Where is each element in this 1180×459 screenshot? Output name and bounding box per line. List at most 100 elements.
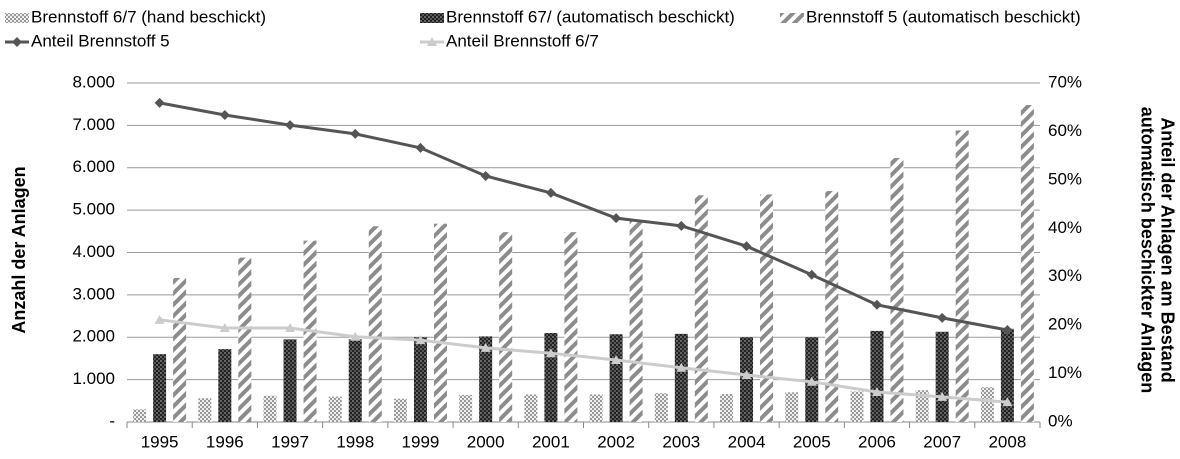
bar: [328, 396, 342, 422]
y-tick-label: 4.000: [72, 242, 115, 261]
y2-tick-label: 40%: [1048, 218, 1082, 237]
bar: [393, 398, 407, 422]
y-tick-label: -: [109, 411, 115, 430]
y-tick-label: 1.000: [72, 369, 115, 388]
point: [545, 187, 556, 198]
bar: [760, 194, 774, 422]
bar: [479, 336, 493, 422]
legend-swatch: [780, 13, 804, 23]
bar: [980, 387, 994, 422]
y-tick-label: 5.000: [72, 200, 115, 219]
point: [806, 269, 817, 280]
point: [219, 109, 230, 120]
bar: [589, 394, 603, 422]
bar: [694, 195, 708, 422]
x-tick-label: 2007: [923, 432, 961, 451]
line: [159, 318, 1008, 404]
bar: [740, 337, 754, 422]
x-tick-label: 2001: [532, 432, 570, 451]
x-tick-label: 2004: [728, 432, 766, 451]
bar: [263, 395, 277, 422]
y-tick-label: 6.000: [72, 157, 115, 176]
x-tick-label: 1999: [402, 432, 440, 451]
x-tick-label: 2006: [858, 432, 896, 451]
point: [480, 342, 491, 352]
x-tick-label: 2002: [597, 432, 635, 451]
bar: [173, 277, 187, 422]
point: [806, 376, 817, 386]
point: [937, 312, 948, 323]
bar: [413, 337, 427, 422]
bar: [720, 394, 734, 422]
bar: [609, 334, 623, 422]
bar: [850, 391, 864, 422]
bar: [459, 394, 473, 422]
y2-tick-label: 60%: [1048, 121, 1082, 140]
point: [676, 362, 687, 372]
bar: [935, 331, 949, 422]
x-tick-label: 2008: [988, 432, 1026, 451]
bar: [915, 390, 929, 422]
bar: [153, 354, 167, 422]
bar: [283, 339, 297, 422]
legend-label: Anteil Brennstoff 6/7: [446, 31, 599, 50]
point: [350, 128, 361, 139]
legend-label: Brennstoff 67/ (automatisch beschickt): [446, 7, 735, 26]
x-tick-label: 2005: [793, 432, 831, 451]
point: [415, 335, 426, 345]
legend-swatch: [420, 13, 444, 23]
bar: [785, 392, 799, 422]
point: [1002, 324, 1013, 335]
y2-axis-title: automatisch beschickter Anlagen: [1137, 107, 1157, 393]
y2-tick-label: 70%: [1048, 72, 1082, 91]
point: [219, 323, 230, 333]
legend-label: Anteil Brennstoff 5: [31, 31, 170, 50]
y-tick-label: 3.000: [72, 284, 115, 303]
bar: [654, 393, 668, 422]
bar: [825, 191, 839, 422]
point: [611, 213, 622, 224]
legend-marker: [427, 37, 437, 46]
bar: [238, 257, 252, 422]
bar: [368, 226, 382, 422]
point: [741, 241, 752, 252]
y2-axis-title: Anteil der Anlagen am Bestand: [1157, 117, 1177, 382]
bar: [890, 158, 904, 422]
y-tick-label: 2.000: [72, 327, 115, 346]
bar: [198, 398, 212, 422]
x-tick-label: 1995: [141, 432, 179, 451]
legend-label: Brennstoff 6/7 (hand beschickt): [31, 7, 266, 26]
y2-tick-label: 10%: [1048, 363, 1082, 382]
y-axis-title: Anzahl der Anlagen: [9, 166, 29, 333]
bar: [629, 220, 643, 422]
legend-label: Brennstoff 5 (automatisch beschickt): [806, 7, 1081, 26]
x-tick-label: 2000: [467, 432, 505, 451]
bar: [499, 232, 513, 422]
bar: [674, 333, 688, 422]
x-tick-label: 1997: [271, 432, 309, 451]
bar: [433, 223, 447, 422]
point: [285, 120, 296, 131]
bar: [544, 333, 558, 422]
point: [285, 323, 296, 333]
y-tick-label: 8.000: [72, 72, 115, 91]
y2-tick-label: 0%: [1048, 411, 1073, 430]
point: [1002, 397, 1013, 407]
bar: [218, 349, 232, 422]
bar: [955, 130, 969, 422]
bar: [133, 409, 147, 422]
y2-tick-label: 30%: [1048, 266, 1082, 285]
x-tick-label: 2003: [662, 432, 700, 451]
point: [154, 314, 165, 324]
point: [611, 355, 622, 365]
legend-swatch: [5, 13, 29, 23]
x-tick-label: 1998: [336, 432, 374, 451]
y2-tick-label: 50%: [1048, 169, 1082, 188]
y2-tick-label: 20%: [1048, 315, 1082, 334]
y-tick-label: 7.000: [72, 115, 115, 134]
line: [159, 101, 1008, 332]
point: [154, 97, 165, 108]
point: [676, 220, 687, 231]
bar: [1000, 328, 1014, 422]
